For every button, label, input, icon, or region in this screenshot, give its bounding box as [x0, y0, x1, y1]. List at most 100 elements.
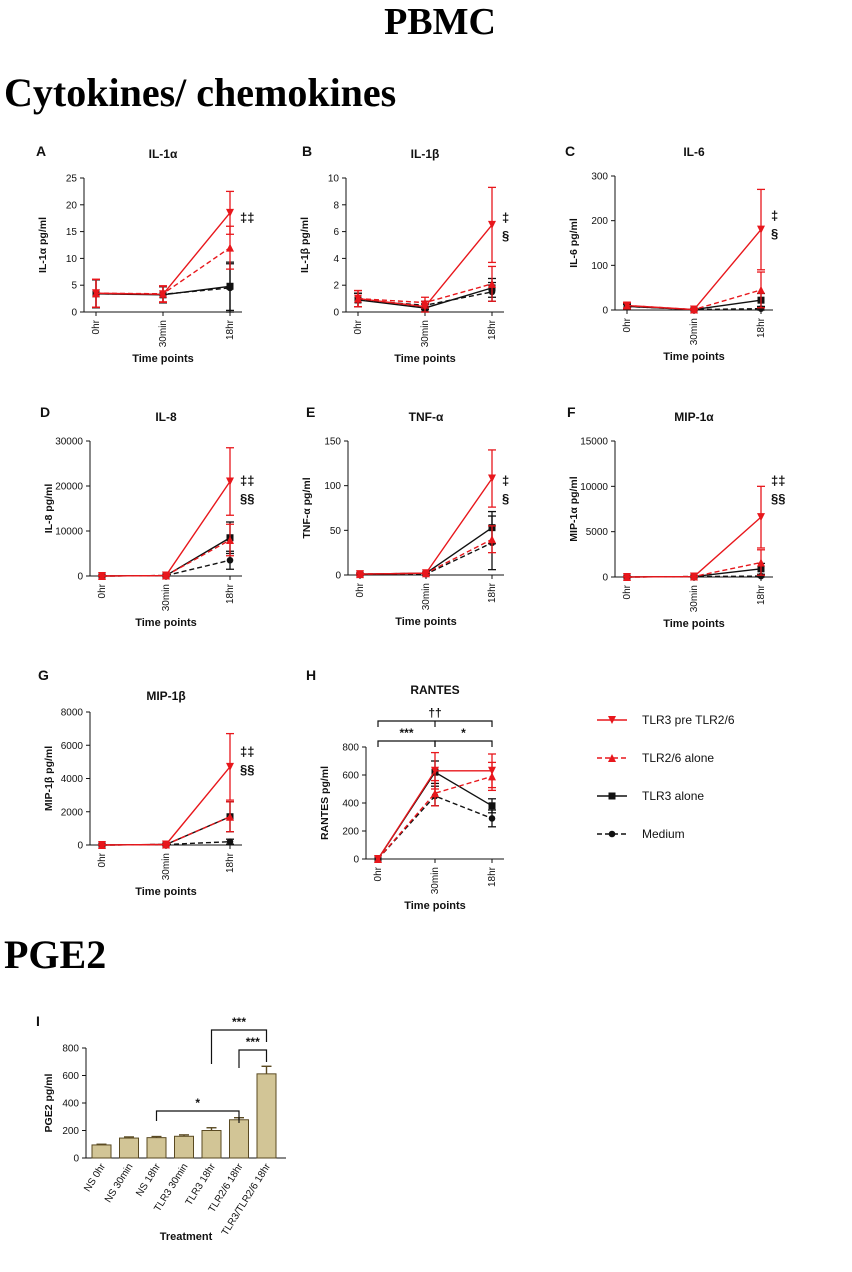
legend-marker: [608, 754, 616, 762]
y-tick-label: 15: [66, 227, 78, 238]
x-axis-label: Time points: [394, 353, 456, 365]
x-tick-label: 18hr: [756, 317, 767, 338]
bracket-line: [434, 740, 493, 747]
y-tick-label: 0: [77, 572, 83, 583]
data-point: [488, 815, 496, 822]
legend-marker: [608, 792, 616, 800]
panel-letter: H: [306, 667, 316, 683]
bar: [119, 1137, 139, 1159]
y-axis-label: MIP-1β pg/ml: [43, 746, 55, 811]
series-3: [356, 515, 496, 578]
series-0: [98, 732, 234, 849]
panel-G: G MIP-1β 0 2000 4000 6000 8000 0hr 30min 18hr Time…: [38, 667, 254, 898]
x-tick-label: 0hr: [97, 852, 108, 867]
data-point: [488, 802, 496, 810]
y-tick-label: 10: [66, 254, 78, 265]
bar: [146, 1137, 167, 1159]
series-0: [623, 485, 765, 581]
x-tick-label: 0hr: [91, 319, 102, 334]
chart-title: IL-1α: [149, 147, 178, 161]
significance-mark: ‡‡: [771, 473, 785, 488]
x-tick-label: 30min: [689, 585, 700, 612]
significance-mark: §: [502, 491, 509, 506]
x-tick-label: 30min: [421, 583, 432, 610]
x-tick-label: 18hr: [756, 584, 767, 605]
significance-bracket: ***: [377, 726, 436, 747]
bracket-label: ***: [232, 1015, 246, 1029]
bracket-label: ***: [399, 726, 413, 740]
bar: [229, 1119, 249, 1159]
chart-title: IL-1β: [411, 147, 440, 161]
x-tick-label: TLR3/TLR2/6 18hr: [220, 1161, 274, 1238]
data-point: [98, 841, 106, 849]
x-tick-label: 0hr: [353, 319, 364, 334]
panel-B: B IL-1β 0 2 4 6 8 10 0hr 30min 18hr Time points IL-1…: [299, 143, 509, 365]
x-tick-label: 18hr: [225, 319, 236, 340]
panel-E: E TNF-α 0 50 100 150 0hr 30min 18hr Time points TN…: [301, 404, 509, 628]
x-tick-label: 0hr: [97, 583, 108, 598]
series-line: [101, 481, 231, 577]
significance-mark: ‡: [771, 208, 778, 223]
bracket-label: *: [195, 1096, 200, 1110]
x-axis-label: Time points: [395, 616, 457, 628]
data-point: [162, 571, 170, 580]
data-point: [488, 279, 496, 288]
data-point: [92, 289, 100, 298]
x-tick-label: 0hr: [355, 582, 366, 597]
y-tick-label: 100: [324, 481, 341, 492]
y-tick-label: 15000: [580, 437, 608, 448]
data-point: [226, 477, 234, 486]
significance-mark: ‡‡: [240, 744, 254, 759]
significance-bracket: ***: [210, 1015, 268, 1064]
legend-label: TLR3 alone: [642, 789, 704, 803]
data-point: [623, 573, 631, 581]
x-tick-label: 18hr: [487, 582, 498, 603]
chart-title: IL-6: [683, 145, 705, 159]
x-tick-label: 30min: [161, 584, 172, 611]
significance-bracket: ††: [377, 706, 493, 727]
data-point: [421, 302, 429, 311]
x-tick-label: 30min: [420, 320, 431, 347]
data-point: [226, 208, 234, 217]
data-point: [226, 556, 234, 564]
panel-letter: D: [40, 404, 50, 420]
y-tick-label: 4: [333, 254, 339, 265]
legend-item: TLR2/6 alone: [597, 751, 714, 765]
x-tick-label: 0hr: [373, 866, 384, 881]
y-tick-label: 0: [73, 1154, 79, 1165]
x-tick-label: NS 18hr: [134, 1161, 163, 1199]
data-point: [757, 225, 765, 234]
y-axis-label: TNF-α pg/ml: [301, 477, 313, 538]
data-point: [757, 558, 765, 567]
x-tick-label: NS 0hr: [82, 1161, 108, 1194]
y-tick-label: 20000: [55, 482, 83, 493]
y-axis-label: MIP-1α pg/ml: [568, 476, 580, 541]
y-tick-label: 50: [330, 526, 342, 537]
panel-letter: B: [302, 143, 312, 159]
data-point: [431, 766, 439, 775]
x-axis-label: Time points: [404, 900, 466, 912]
data-point: [623, 301, 631, 310]
y-tick-label: 0: [333, 308, 339, 319]
y-tick-label: 8000: [61, 708, 84, 719]
chart-title: TNF-α: [409, 410, 444, 424]
significance-mark: ‡‡: [240, 473, 254, 488]
significance-mark: ‡‡: [240, 210, 254, 225]
legend-label: TLR3 pre TLR2/6: [642, 713, 735, 727]
significance-bracket: *: [155, 1096, 240, 1123]
x-tick-label: 18hr: [487, 866, 498, 887]
legend-item: TLR3 pre TLR2/6: [597, 713, 735, 727]
legend-marker: [608, 716, 616, 724]
legend-item: TLR3 alone: [597, 789, 704, 803]
y-tick-label: 30000: [55, 437, 83, 448]
bar: [174, 1135, 194, 1159]
data-point: [757, 513, 765, 522]
x-axis-label: Time points: [135, 886, 197, 898]
series-line: [101, 539, 231, 577]
bar: [256, 1073, 277, 1159]
x-axis-label: Time points: [135, 617, 197, 629]
legend-label: Medium: [642, 827, 685, 841]
y-tick-label: 5000: [586, 527, 609, 538]
y-tick-label: 10: [328, 174, 340, 185]
